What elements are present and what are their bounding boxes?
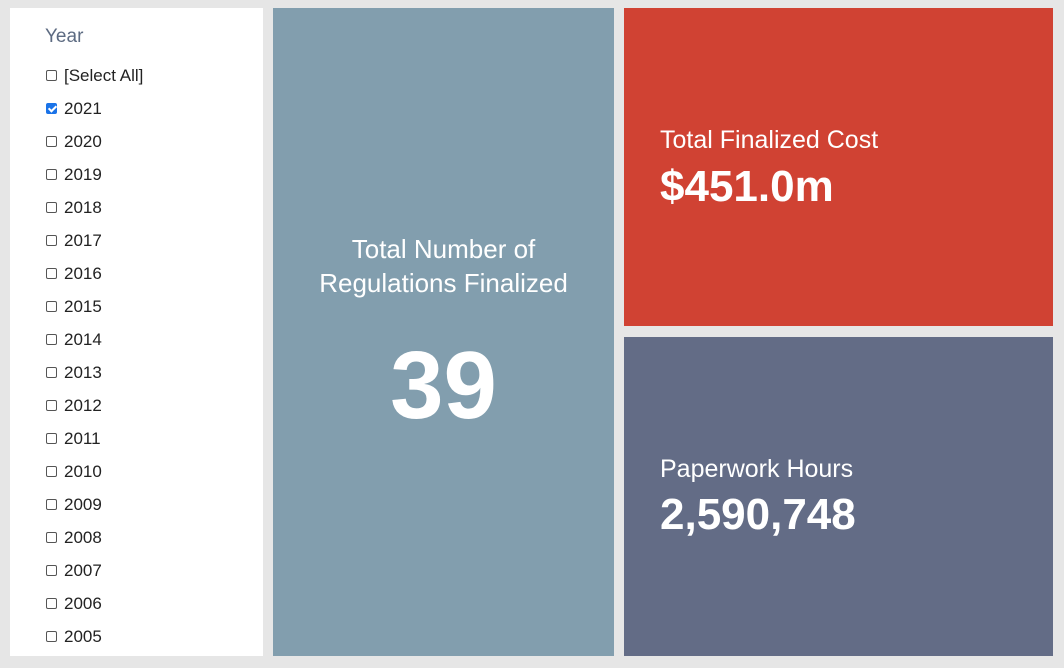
checkbox[interactable]: [46, 598, 57, 609]
year-option-label: 2017: [64, 231, 102, 250]
checkbox[interactable]: [46, 235, 57, 246]
year-option[interactable]: 2021: [46, 92, 143, 125]
year-option-label: 2015: [64, 297, 102, 316]
checkbox[interactable]: [46, 169, 57, 180]
year-option-label: 2016: [64, 264, 102, 283]
checkbox[interactable]: [46, 532, 57, 543]
year-option[interactable]: 2019: [46, 158, 143, 191]
year-option[interactable]: 2007: [46, 554, 143, 587]
year-option-label: [Select All]: [64, 66, 144, 85]
checkbox[interactable]: [46, 202, 57, 213]
year-option[interactable]: 2009: [46, 488, 143, 521]
year-option[interactable]: 2012: [46, 389, 143, 422]
paperwork-hours-value: 2,590,748: [660, 490, 856, 539]
year-option-label: 2006: [64, 594, 102, 613]
checkbox[interactable]: [46, 631, 57, 642]
year-option-label: 2013: [64, 363, 102, 382]
finalized-cost-card: Total Finalized Cost $451.0m: [624, 8, 1053, 326]
year-option-list: [Select All] 2021 2020 2019 2018 2017 20…: [46, 59, 143, 653]
checkbox[interactable]: [46, 565, 57, 576]
checkbox[interactable]: [46, 70, 57, 81]
regulations-count-label: Total Number of Regulations Finalized: [319, 234, 568, 298]
regulations-count-card: Total Number of Regulations Finalized 39: [273, 8, 614, 656]
year-option[interactable]: 2016: [46, 257, 143, 290]
year-option[interactable]: 2005: [46, 620, 143, 653]
regulations-count-value: 39: [390, 332, 497, 439]
finalized-cost-value: $451.0m: [660, 162, 834, 211]
year-option-label: 2021: [64, 99, 102, 118]
year-option[interactable]: 2013: [46, 356, 143, 389]
checkbox[interactable]: [46, 301, 57, 312]
year-option[interactable]: 2011: [46, 422, 143, 455]
year-option-label: 2018: [64, 198, 102, 217]
year-option[interactable]: 2008: [46, 521, 143, 554]
year-filter-title: Year: [45, 26, 84, 47]
checkbox[interactable]: [46, 268, 57, 279]
checkbox[interactable]: [46, 103, 57, 114]
checkbox[interactable]: [46, 136, 57, 147]
year-option[interactable]: 2017: [46, 224, 143, 257]
checkbox[interactable]: [46, 499, 57, 510]
year-option-label: 2005: [64, 627, 102, 646]
year-option-label: 2012: [64, 396, 102, 415]
year-option[interactable]: 2015: [46, 290, 143, 323]
year-option[interactable]: 2010: [46, 455, 143, 488]
checkbox[interactable]: [46, 466, 57, 477]
year-option-label: 2014: [64, 330, 102, 349]
year-option[interactable]: 2020: [46, 125, 143, 158]
year-option-label: 2019: [64, 165, 102, 184]
year-option-label: 2007: [64, 561, 102, 580]
year-option-label: 2008: [64, 528, 102, 547]
year-option-label: 2009: [64, 495, 102, 514]
checkbox[interactable]: [46, 400, 57, 411]
paperwork-hours-label: Paperwork Hours: [660, 455, 854, 483]
year-option-label: 2011: [64, 429, 101, 448]
checkbox[interactable]: [46, 433, 57, 444]
year-option-label: 2010: [64, 462, 102, 481]
finalized-cost-label: Total Finalized Cost: [660, 126, 879, 154]
year-filter-panel: Year [Select All] 2021 2020 2019 2018 20…: [10, 8, 263, 656]
checkbox[interactable]: [46, 334, 57, 345]
year-option-label: 2020: [64, 132, 102, 151]
year-option[interactable]: 2018: [46, 191, 143, 224]
paperwork-hours-card: Paperwork Hours 2,590,748: [624, 337, 1053, 656]
year-option[interactable]: [Select All]: [46, 59, 143, 92]
year-option[interactable]: 2006: [46, 587, 143, 620]
year-option[interactable]: 2014: [46, 323, 143, 356]
checkbox[interactable]: [46, 367, 57, 378]
